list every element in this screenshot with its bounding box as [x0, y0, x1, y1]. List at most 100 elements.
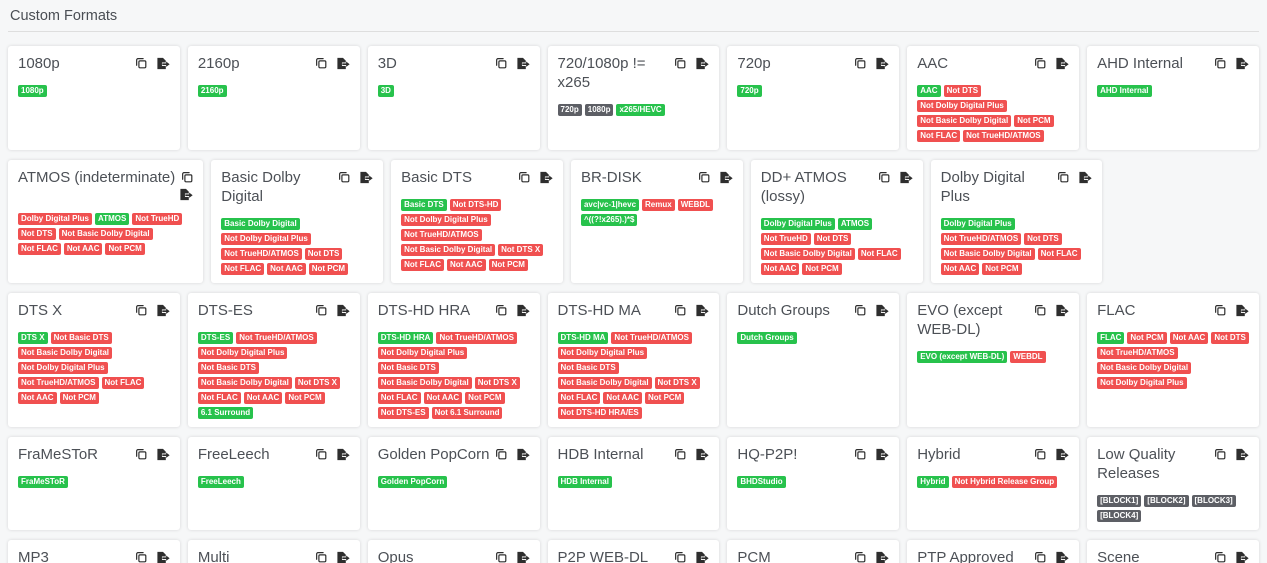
export-icon[interactable] — [695, 448, 710, 461]
export-icon[interactable] — [1235, 448, 1249, 461]
custom-format-card[interactable]: Hybrid Hybrid Not Hybrid Release — [907, 437, 1080, 530]
custom-format-card[interactable]: BR-DISK avc|vc-1|hevc Remux WEBDL ^ — [570, 160, 743, 283]
export-icon[interactable] — [359, 171, 373, 184]
export-icon[interactable] — [1235, 57, 1249, 70]
custom-format-card[interactable]: AHD Internal AHD Internal — [1087, 46, 1259, 150]
custom-format-card[interactable]: Dolby Digital Plus Dolby Digital — [930, 160, 1103, 283]
export-icon[interactable] — [875, 448, 889, 461]
clone-icon[interactable] — [854, 551, 866, 563]
export-icon[interactable] — [1078, 171, 1093, 184]
export-icon[interactable] — [695, 551, 710, 563]
custom-format-card[interactable]: FraMeSToR FraMeSToR — [8, 437, 180, 530]
custom-format-card[interactable]: DTS-ES DTS-ES Not TrueHD/ATMOS Not — [187, 293, 360, 427]
custom-format-card[interactable]: AAC AAC Not DTS Not Dolby Digital — [907, 46, 1080, 150]
clone-icon[interactable] — [135, 551, 147, 563]
export-icon[interactable] — [336, 57, 350, 70]
custom-format-card[interactable]: PTP Approved PTP Approved — [907, 540, 1080, 563]
export-icon[interactable] — [1235, 304, 1249, 317]
clone-icon[interactable] — [135, 448, 147, 461]
export-icon[interactable] — [719, 171, 733, 184]
custom-format-card[interactable]: FreeLeech FreeLeech — [187, 437, 360, 530]
clone-icon[interactable] — [674, 304, 686, 317]
export-icon[interactable] — [1055, 57, 1069, 70]
custom-format-card[interactable]: Multi Multi — [187, 540, 360, 563]
clone-icon[interactable] — [1034, 304, 1046, 317]
export-icon[interactable] — [1055, 304, 1069, 317]
clone-icon[interactable] — [181, 171, 193, 183]
clone-icon[interactable] — [495, 57, 507, 70]
export-icon[interactable] — [179, 188, 193, 201]
export-icon[interactable] — [1235, 551, 1249, 563]
custom-format-card[interactable]: Scene Scene — [1087, 540, 1259, 563]
clone-icon[interactable] — [1214, 304, 1226, 317]
clone-icon[interactable] — [495, 304, 507, 317]
export-icon[interactable] — [156, 57, 170, 70]
clone-icon[interactable] — [1034, 551, 1046, 563]
export-icon[interactable] — [156, 304, 170, 317]
custom-format-card[interactable]: DTS-HD MA DTS-HD MA Not TrueHD/AT — [547, 293, 720, 427]
clone-icon[interactable] — [1214, 57, 1226, 70]
custom-format-card[interactable]: Basic DTS Basic DTS Not DTS-HD Not — [391, 160, 563, 283]
custom-format-card[interactable]: DTS X DTS X Not Basic DTS Not Basi — [8, 293, 180, 427]
clone-icon[interactable] — [878, 171, 890, 184]
export-icon[interactable] — [516, 304, 530, 317]
custom-format-card[interactable]: DTS-HD HRA DTS-HD HRA Not TrueHD/ — [367, 293, 540, 427]
clone-icon[interactable] — [135, 304, 147, 317]
custom-format-card[interactable]: 1080p 1080p — [8, 46, 180, 150]
custom-format-card[interactable]: P2P WEB-DL P2P GroupsWEB-DL — [547, 540, 720, 563]
export-icon[interactable] — [156, 551, 170, 563]
export-icon[interactable] — [336, 448, 350, 461]
custom-format-card[interactable]: 2160p 2160p — [187, 46, 360, 150]
custom-format-card[interactable]: Low Quality Releases [BLOCK1] [BL — [1087, 437, 1259, 530]
custom-format-card[interactable]: Golden PopCorn Golden PopCorn — [367, 437, 540, 530]
custom-format-card[interactable]: HQ-P2P! BHDStudio — [727, 437, 900, 530]
clone-icon[interactable] — [674, 448, 686, 461]
custom-format-card[interactable]: Opus Opus — [367, 540, 540, 563]
clone-icon[interactable] — [495, 551, 507, 563]
export-icon[interactable] — [899, 171, 913, 184]
custom-format-card[interactable]: 720/1080p != x265 720p 1080p x265/ — [547, 46, 720, 150]
export-icon[interactable] — [336, 551, 350, 563]
clone-icon[interactable] — [854, 57, 866, 70]
export-icon[interactable] — [1055, 551, 1069, 563]
clone-icon[interactable] — [854, 448, 866, 461]
clone-icon[interactable] — [315, 551, 327, 563]
clone-icon[interactable] — [1034, 57, 1046, 70]
export-icon[interactable] — [1055, 448, 1069, 461]
clone-icon[interactable] — [674, 551, 686, 563]
custom-format-card[interactable]: EVO (except WEB-DL) EVO (except — [907, 293, 1080, 427]
export-icon[interactable] — [875, 304, 889, 317]
custom-format-card[interactable]: Basic Dolby Digital Basic Dolby — [211, 160, 384, 283]
clone-icon[interactable] — [674, 57, 686, 70]
clone-icon[interactable] — [1057, 171, 1069, 184]
clone-icon[interactable] — [338, 171, 350, 184]
export-icon[interactable] — [875, 551, 889, 563]
export-icon[interactable] — [539, 171, 553, 184]
clone-icon[interactable] — [495, 448, 507, 461]
clone-icon[interactable] — [315, 57, 327, 70]
clone-icon[interactable] — [1034, 448, 1046, 461]
export-icon[interactable] — [516, 57, 530, 70]
export-icon[interactable] — [516, 448, 530, 461]
export-icon[interactable] — [875, 57, 889, 70]
export-icon[interactable] — [336, 304, 350, 317]
clone-icon[interactable] — [1214, 448, 1226, 461]
custom-format-card[interactable]: MP3 MP3 — [8, 540, 180, 563]
custom-format-card[interactable]: 3D 3D — [367, 46, 540, 150]
clone-icon[interactable] — [518, 171, 530, 184]
clone-icon[interactable] — [315, 448, 327, 461]
export-icon[interactable] — [516, 551, 530, 563]
clone-icon[interactable] — [854, 304, 866, 317]
clone-icon[interactable] — [135, 57, 147, 70]
export-icon[interactable] — [695, 57, 710, 70]
clone-icon[interactable] — [1214, 551, 1226, 563]
export-icon[interactable] — [695, 304, 710, 317]
clone-icon[interactable] — [698, 171, 710, 184]
export-icon[interactable] — [156, 448, 170, 461]
clone-icon[interactable] — [315, 304, 327, 317]
custom-format-card[interactable]: Dutch Groups Dutch Groups — [727, 293, 900, 427]
custom-format-card[interactable]: ATMOS (indeterminate) Dolby Digi — [8, 160, 204, 283]
custom-format-card[interactable]: FLAC FLAC Not PCM Not AAC Not DTS No — [1087, 293, 1259, 427]
custom-format-card[interactable]: HDB Internal HDB Internal — [547, 437, 720, 530]
